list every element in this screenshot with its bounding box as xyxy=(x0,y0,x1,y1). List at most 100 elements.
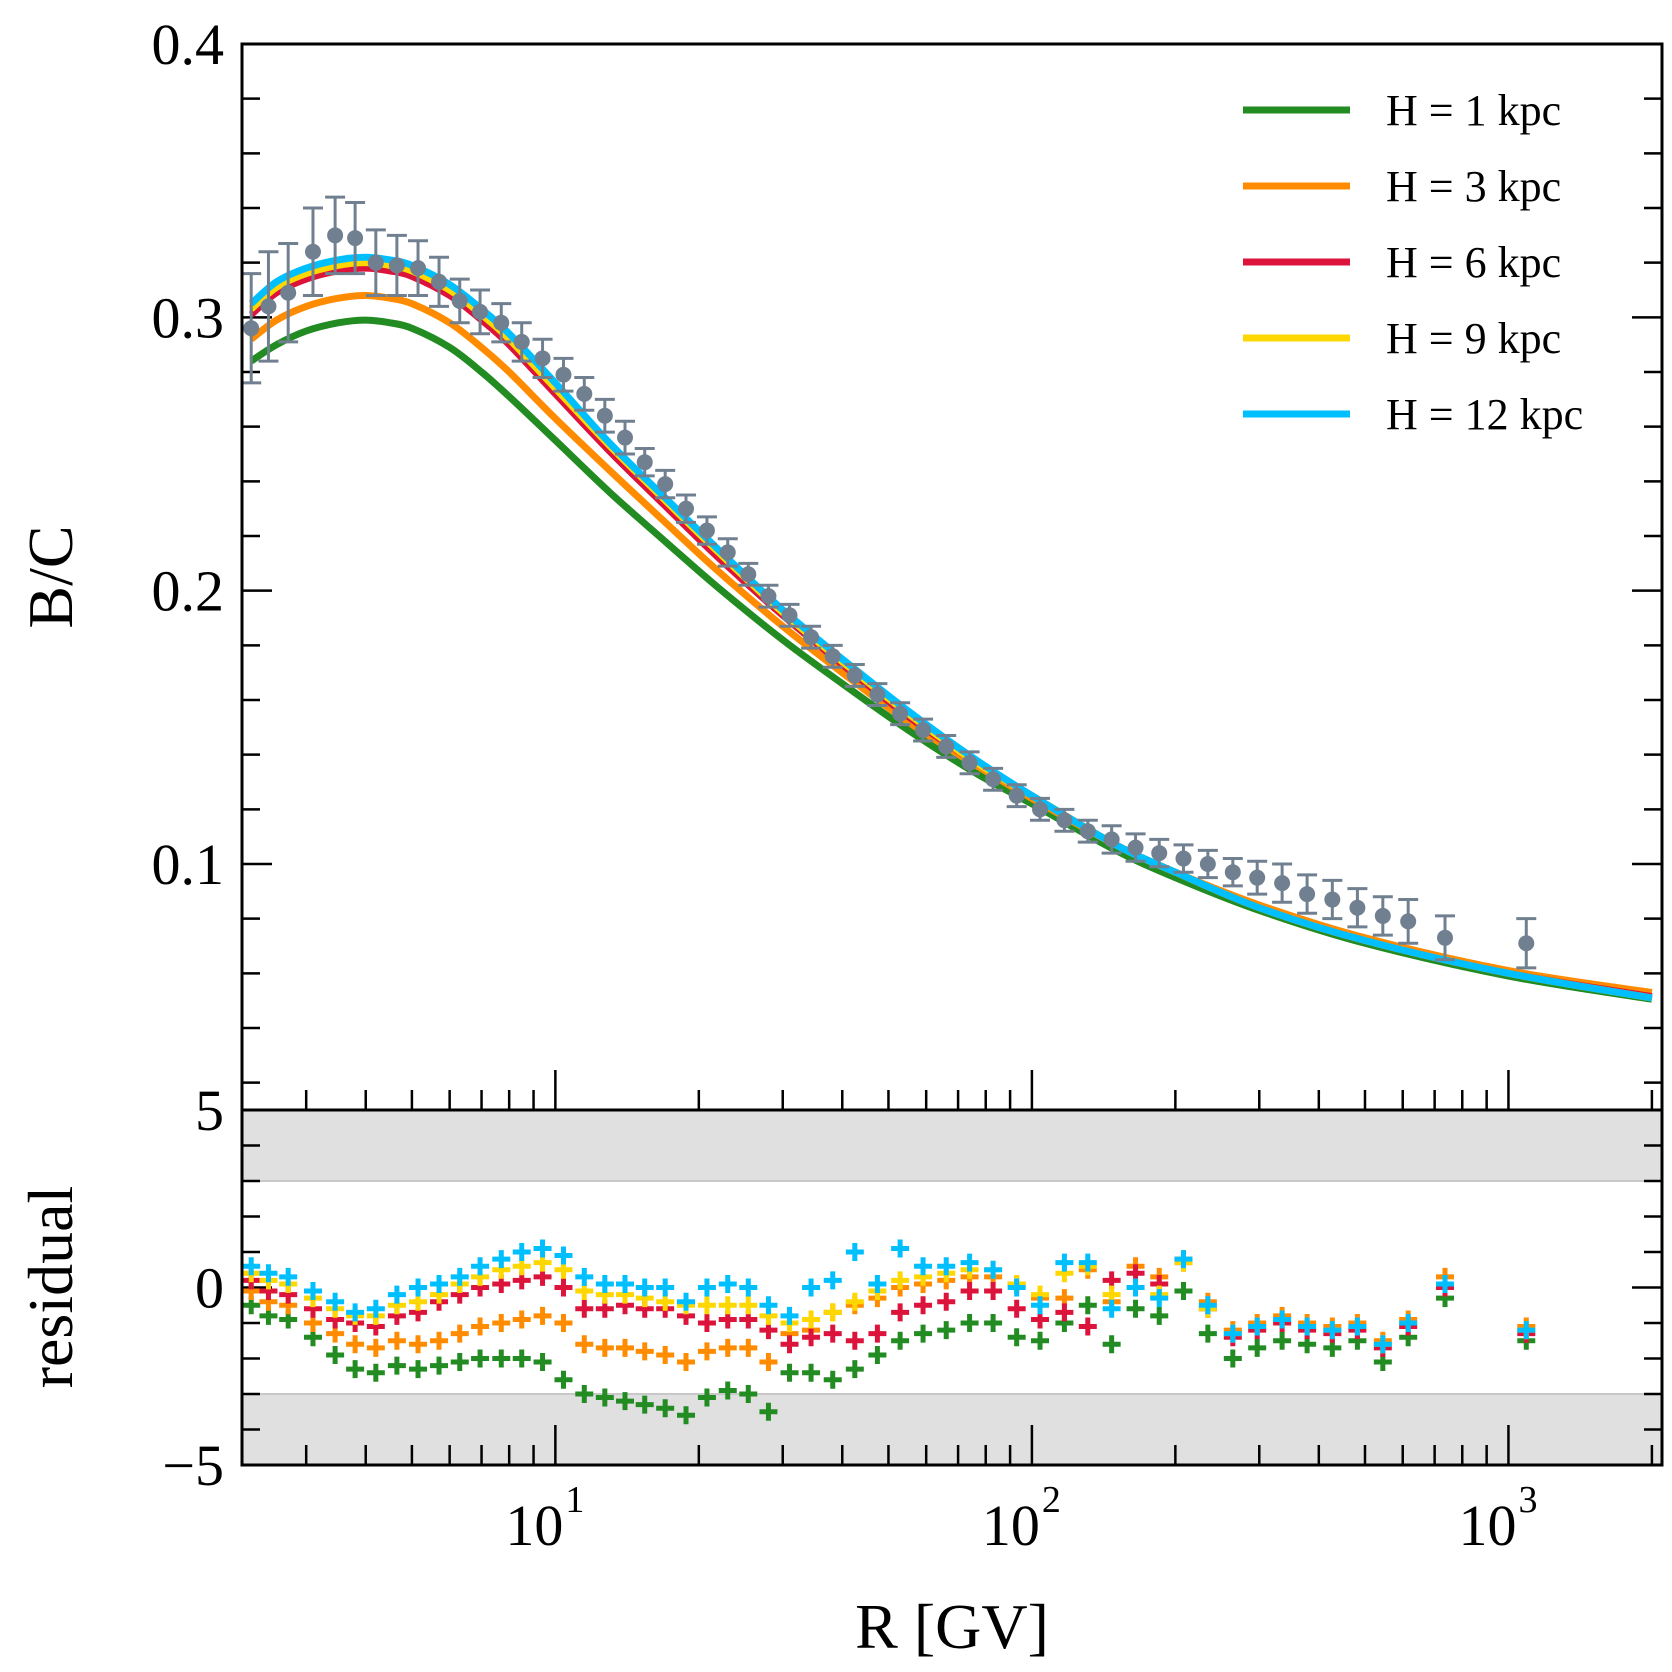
residual-marker xyxy=(677,1353,696,1372)
residual-marker xyxy=(739,1385,758,1403)
residual-marker xyxy=(656,1399,675,1418)
data-marker xyxy=(555,366,572,383)
data-marker xyxy=(304,243,321,260)
data-marker xyxy=(243,320,260,337)
data-point xyxy=(1149,837,1170,869)
data-marker xyxy=(938,738,955,755)
residual-marker xyxy=(554,1314,573,1332)
residual-marker xyxy=(616,1338,634,1357)
legend-entry: H = 1 kpc xyxy=(1243,86,1561,135)
xlabel: R [GV] xyxy=(855,1591,1049,1662)
residual-marker xyxy=(677,1292,696,1311)
residual-marker xyxy=(656,1345,675,1364)
residual-marker xyxy=(471,1257,490,1276)
data-point xyxy=(1372,895,1393,937)
residual-marker xyxy=(1198,1296,1217,1315)
residual-marker xyxy=(718,1274,737,1293)
data-marker xyxy=(513,333,530,350)
data-marker xyxy=(760,588,777,605)
data-marker xyxy=(824,648,841,665)
residual-marker xyxy=(1055,1253,1074,1272)
legend-label: H = 12 kpc xyxy=(1386,390,1583,439)
residual-marker xyxy=(868,1345,887,1364)
residual-marker xyxy=(718,1296,737,1315)
residual-marker xyxy=(595,1274,614,1293)
residual-marker xyxy=(914,1324,933,1343)
residual-marker xyxy=(554,1246,573,1265)
data-point xyxy=(844,662,865,688)
data-point xyxy=(1347,887,1368,929)
residual-marker xyxy=(450,1267,469,1286)
data-point xyxy=(1030,796,1051,822)
residual-marker xyxy=(471,1349,490,1368)
residual-marker xyxy=(1273,1310,1292,1329)
residual-marker xyxy=(780,1335,799,1354)
data-point xyxy=(1222,857,1243,888)
data-marker xyxy=(803,629,820,646)
residual-marker xyxy=(759,1402,778,1421)
residual-marker xyxy=(823,1271,842,1290)
top-panel: B/C 0.1 0.2 0.3 0.4 H = 1 kpc H = 3 kpc H = 6… xyxy=(15,12,1664,1112)
residual-marker xyxy=(1348,1317,1367,1336)
data-marker xyxy=(388,257,405,274)
residual-marker xyxy=(984,1314,1003,1332)
residual-marker xyxy=(1102,1299,1121,1318)
residual-marker xyxy=(697,1388,716,1407)
residual-marker xyxy=(1150,1306,1169,1325)
residual-marker xyxy=(1031,1296,1050,1315)
residual-marker xyxy=(802,1363,821,1382)
residual-marker xyxy=(1248,1338,1267,1357)
residual-marker xyxy=(575,1267,594,1286)
data-marker xyxy=(1518,935,1535,952)
data-point xyxy=(258,250,279,363)
residual-marker xyxy=(891,1271,910,1290)
data-marker xyxy=(1400,913,1417,930)
residual-marker xyxy=(1007,1299,1026,1318)
data-point xyxy=(614,419,635,456)
residual-marker xyxy=(739,1338,758,1357)
data-point xyxy=(936,734,957,759)
data-marker xyxy=(961,754,978,771)
data-point xyxy=(278,242,299,344)
data-marker xyxy=(781,607,798,624)
residual-marker xyxy=(554,1370,573,1389)
data-marker xyxy=(451,292,468,309)
data-marker xyxy=(1199,856,1216,872)
residual-marker xyxy=(802,1310,821,1329)
residual-marker xyxy=(303,1282,322,1301)
residual-marker xyxy=(1126,1299,1145,1318)
residual-marker xyxy=(450,1324,469,1343)
data-point xyxy=(779,602,800,628)
residual-marker xyxy=(759,1296,778,1315)
data-marker xyxy=(1103,831,1120,848)
data-marker xyxy=(846,667,863,684)
residual-marker xyxy=(346,1303,365,1322)
residual-marker xyxy=(492,1349,511,1368)
residual-marker xyxy=(450,1353,469,1372)
data-marker xyxy=(1274,875,1291,892)
residual-marker xyxy=(868,1324,887,1343)
legend-label: H = 6 kpc xyxy=(1386,238,1561,287)
data-point xyxy=(1435,914,1456,962)
xtick-labels: 10 1 10 2 10 3 xyxy=(505,1479,1537,1558)
residual-marker xyxy=(533,1306,552,1325)
residual-marker xyxy=(697,1278,716,1297)
data-marker xyxy=(719,544,736,561)
top-ytick-labels: 0.1 0.2 0.3 0.4 xyxy=(152,12,225,897)
residual-marker xyxy=(845,1331,864,1350)
data-point xyxy=(634,447,655,478)
model-curve-6kpc xyxy=(248,264,1653,1001)
residual-marker xyxy=(960,1314,979,1332)
residual-marker xyxy=(366,1338,385,1357)
residual-marker xyxy=(616,1274,634,1293)
residual-series-1kpc xyxy=(242,1282,1536,1425)
data-marker xyxy=(347,230,364,247)
residual-marker xyxy=(575,1299,594,1318)
data-marker xyxy=(1349,899,1366,916)
residual-marker xyxy=(575,1335,594,1354)
data-point xyxy=(1398,898,1419,945)
data-point xyxy=(676,493,697,524)
data-marker xyxy=(915,722,932,739)
legend-label: H = 3 kpc xyxy=(1386,162,1561,211)
